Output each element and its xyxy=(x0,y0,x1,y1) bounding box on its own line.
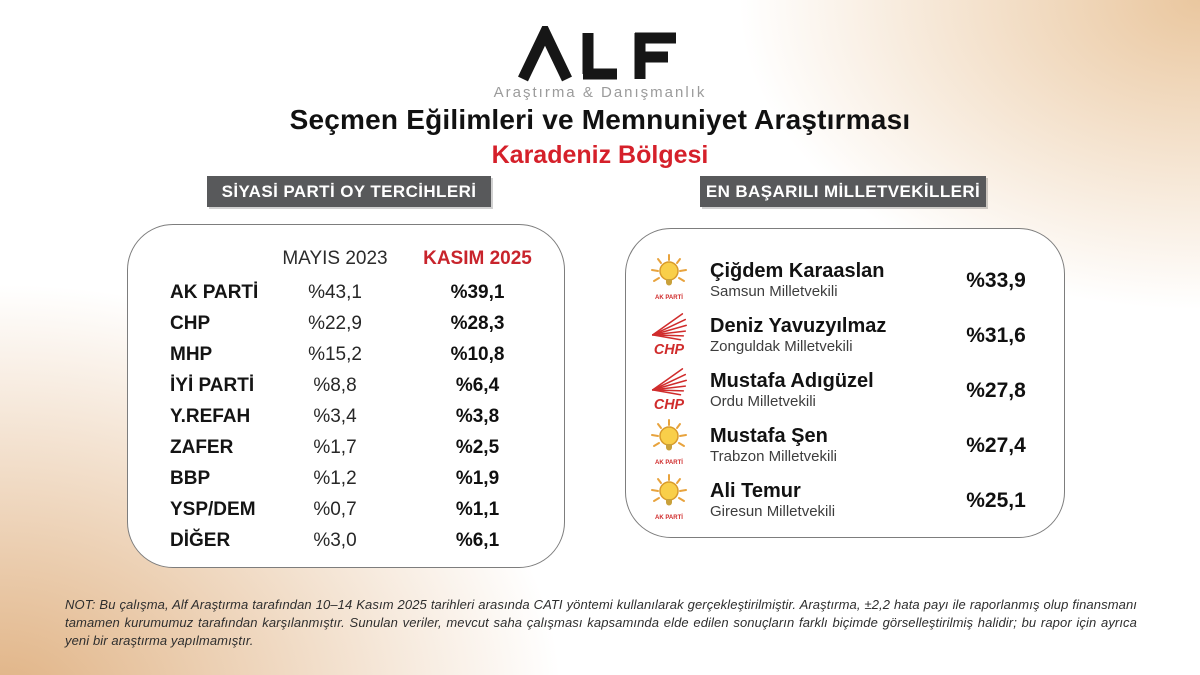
chp-logo-icon: CHP xyxy=(646,364,692,417)
svg-text:AK PARTİ: AK PARTİ xyxy=(655,459,683,466)
value-nov: %2,5 xyxy=(455,436,500,458)
deputy-info: Mustafa Adıgüzel Ordu Milletvekili xyxy=(710,370,932,410)
deputy-info: Ali Temur Giresun Milletvekili xyxy=(710,480,932,520)
table-row: İYİ PARTİ %8,8 %6,4 xyxy=(128,370,564,401)
svg-text:AK PARTİ: AK PARTİ xyxy=(655,514,683,521)
deputy-info: Mustafa Şen Trabzon Milletvekili xyxy=(710,425,932,465)
value-may: %15,2 xyxy=(308,343,362,365)
value-nov: %3,8 xyxy=(455,405,500,427)
table-row: BBP %1,2 %1,9 xyxy=(128,463,564,494)
deputy-score: %27,4 xyxy=(966,433,1026,457)
deputy-score: %31,6 xyxy=(966,323,1026,347)
deputy-role: Zonguldak Milletvekili xyxy=(710,337,853,355)
value-may: %1,2 xyxy=(313,467,357,489)
table-row: Y.REFAH %3,4 %3,8 xyxy=(128,401,564,432)
section-header-top-deputies: EN BAŞARILI MİLLETVEKİLLERİ xyxy=(700,176,986,207)
value-may: %0,7 xyxy=(313,498,357,520)
deputy-role: Ordu Milletvekili xyxy=(710,392,816,410)
value-nov: %1,9 xyxy=(455,467,500,489)
deputy-info: Çiğdem Karaaslan Samsun Milletvekili xyxy=(710,260,932,300)
value-may: %1,7 xyxy=(313,436,357,458)
svg-text:CHP: CHP xyxy=(654,342,685,357)
value-nov: %39,1 xyxy=(450,281,505,303)
value-may: %22,9 xyxy=(308,312,362,334)
value-nov: %6,4 xyxy=(455,374,500,396)
list-item: AK PARTİ Çiğdem Karaaslan Samsun Milletv… xyxy=(626,253,1064,308)
akparti-logo-icon: AK PARTİ xyxy=(646,473,692,528)
top-deputies-card: AK PARTİ Çiğdem Karaaslan Samsun Milletv… xyxy=(625,228,1065,538)
party-name: İYİ PARTİ xyxy=(170,374,255,396)
table-row: DİĞER %3,0 %6,1 xyxy=(128,525,564,556)
akparti-logo-icon: AK PARTİ xyxy=(646,418,692,473)
page-title: Seçmen Eğilimleri ve Memnuniyet Araştırm… xyxy=(289,104,911,135)
table-row: ZAFER %1,7 %2,5 xyxy=(128,432,564,463)
deputy-role: Giresun Milletvekili xyxy=(710,502,836,520)
value-nov: %10,8 xyxy=(450,343,505,365)
list-item: CHP Deniz Yavuzyılmaz Zonguldak Milletve… xyxy=(626,308,1064,363)
party-name: CHP xyxy=(170,312,211,334)
party-preferences-card: MAYIS 2023 KASIM 2025 AK PARTİ %43,1 %39… xyxy=(127,224,565,568)
section-header-party-preferences: SİYASİ PARTİ OY TERCİHLERİ xyxy=(207,176,491,207)
svg-text:AK PARTİ: AK PARTİ xyxy=(655,294,683,301)
value-may: %3,0 xyxy=(313,529,357,551)
alf-logo-icon xyxy=(518,26,676,82)
deputy-name: Deniz Yavuzyılmaz xyxy=(710,315,887,338)
party-name: Y.REFAH xyxy=(170,405,251,427)
deputy-name: Mustafa Adıgüzel xyxy=(710,370,874,393)
svg-text:CHP: CHP xyxy=(654,397,685,412)
party-name: ZAFER xyxy=(170,436,234,458)
party-name: MHP xyxy=(170,343,213,365)
region-subtitle: Karadeniz Bölgesi xyxy=(491,141,709,169)
brand-tagline: Araştırma & Danışmanlık xyxy=(493,84,707,101)
table-row: AK PARTİ %43,1 %39,1 xyxy=(128,277,564,308)
party-name: DİĞER xyxy=(170,529,231,551)
deputy-name: Mustafa Şen xyxy=(710,425,828,448)
party-name: BBP xyxy=(170,467,211,489)
alf-logo xyxy=(0,26,1200,87)
column-header-may-2023: MAYIS 2023 xyxy=(282,248,388,269)
chp-logo-icon: CHP xyxy=(646,309,692,362)
table-header-row: MAYIS 2023 KASIM 2025 xyxy=(128,245,564,273)
value-may: %8,8 xyxy=(313,374,357,396)
list-item: AK PARTİ Ali Temur Giresun Milletvekili … xyxy=(626,473,1064,528)
deputy-score: %27,8 xyxy=(966,378,1026,402)
deputy-score: %25,1 xyxy=(966,488,1026,512)
value-may: %43,1 xyxy=(308,281,362,303)
deputy-info: Deniz Yavuzyılmaz Zonguldak Milletvekili xyxy=(710,315,932,355)
value-nov: %28,3 xyxy=(450,312,505,334)
methodology-note: NOT: Bu çalışma, Alf Araştırma tarafında… xyxy=(65,597,1137,648)
value-nov: %1,1 xyxy=(455,498,500,520)
deputy-role: Samsun Milletvekili xyxy=(710,282,838,300)
party-name: AK PARTİ xyxy=(170,281,259,303)
value-may: %3,4 xyxy=(313,405,357,427)
table-row: CHP %22,9 %28,3 xyxy=(128,308,564,339)
table-row: YSP/DEM %0,7 %1,1 xyxy=(128,494,564,525)
list-item: CHP Mustafa Adıgüzel Ordu Milletvekili %… xyxy=(626,363,1064,418)
deputy-name: Çiğdem Karaaslan xyxy=(710,260,885,283)
column-header-nov-2025: KASIM 2025 xyxy=(423,248,532,269)
table-row: MHP %15,2 %10,8 xyxy=(128,339,564,370)
list-item: AK PARTİ Mustafa Şen Trabzon Milletvekil… xyxy=(626,418,1064,473)
deputy-score: %33,9 xyxy=(966,268,1026,292)
deputy-role: Trabzon Milletvekili xyxy=(710,447,837,465)
akparti-logo-icon: AK PARTİ xyxy=(646,253,692,308)
value-nov: %6,1 xyxy=(455,529,500,551)
party-name: YSP/DEM xyxy=(170,498,256,520)
deputy-name: Ali Temur xyxy=(710,480,801,503)
